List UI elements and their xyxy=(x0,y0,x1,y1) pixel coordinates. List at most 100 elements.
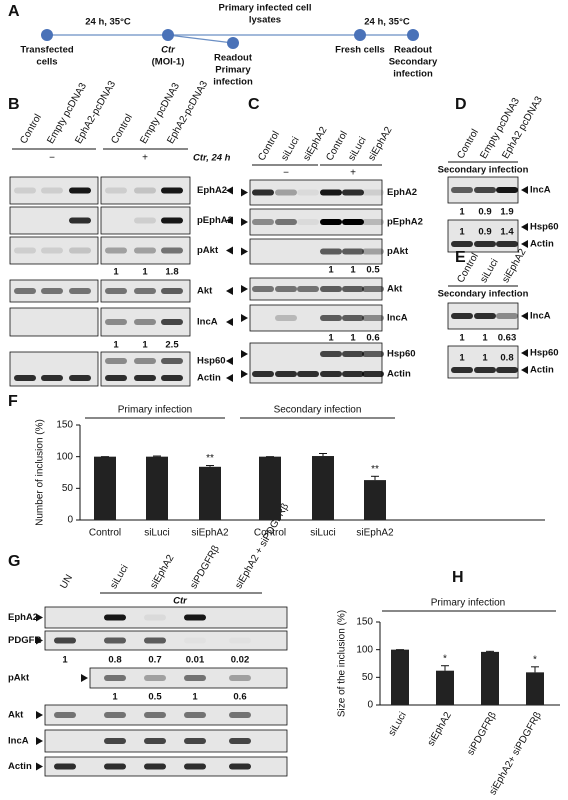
treatment: Ctr, 24 h xyxy=(193,153,231,164)
band xyxy=(144,614,166,621)
band xyxy=(134,288,156,294)
arrowhead xyxy=(81,674,88,682)
arrowhead xyxy=(226,186,233,195)
band xyxy=(362,351,384,357)
arrowhead xyxy=(36,762,43,771)
y-tick-label: 50 xyxy=(62,483,74,494)
band xyxy=(252,286,274,292)
band xyxy=(362,286,384,292)
x-tick-label: siLuci xyxy=(144,528,170,539)
band xyxy=(144,712,166,718)
quantification: 0.8 xyxy=(500,353,513,364)
quantification: 1.4 xyxy=(500,227,514,238)
arrowhead xyxy=(226,246,233,255)
y-tick-label: 0 xyxy=(367,700,373,711)
y-tick-label: 50 xyxy=(362,672,374,683)
step-label: Transfected xyxy=(20,45,74,56)
arrowhead xyxy=(36,711,43,719)
band xyxy=(320,371,342,377)
quantification: 1 xyxy=(459,333,465,344)
band xyxy=(496,187,518,193)
band xyxy=(451,367,473,373)
timepoint xyxy=(227,37,239,49)
band xyxy=(69,187,91,194)
band xyxy=(229,763,251,770)
band xyxy=(161,358,183,364)
quantification: 0.9 xyxy=(478,207,491,218)
row-label: pAkt xyxy=(197,245,219,256)
band xyxy=(104,763,126,770)
y-tick-label: 0 xyxy=(67,515,73,526)
quantification: 1 xyxy=(112,692,118,703)
band xyxy=(275,286,297,292)
bar xyxy=(199,466,221,520)
band xyxy=(134,358,156,364)
band xyxy=(14,375,36,381)
header: Secondary infection xyxy=(438,165,529,176)
row-label: Hsp60 xyxy=(530,348,559,359)
treatment: Ctr xyxy=(173,596,188,607)
band xyxy=(54,637,76,644)
arrowhead xyxy=(521,349,528,357)
bar xyxy=(526,672,544,705)
band xyxy=(54,712,76,718)
band xyxy=(104,637,126,644)
step-label: 24 h, 35°C xyxy=(85,17,131,28)
band xyxy=(41,187,63,194)
band xyxy=(342,371,364,377)
band xyxy=(69,247,91,254)
band xyxy=(41,288,63,294)
row-label: Hsp60 xyxy=(530,222,559,233)
band xyxy=(451,241,473,247)
quantification: 0.6 xyxy=(366,333,379,344)
condition: − xyxy=(49,153,55,164)
quantification: 0.63 xyxy=(498,333,517,344)
row-label: pEphA2 xyxy=(387,217,423,228)
quantification: 1 xyxy=(328,265,334,276)
row-label: Akt xyxy=(387,284,403,295)
row-label: pEphA2 xyxy=(197,215,233,226)
quantification: 1 xyxy=(113,267,119,278)
blot xyxy=(9,307,99,337)
x-tick-label: siPDGFRβ xyxy=(465,710,499,757)
header: Secondary infection xyxy=(438,289,529,300)
band xyxy=(229,675,251,681)
arrowhead xyxy=(226,318,233,326)
row-label: Actin xyxy=(8,761,32,772)
band xyxy=(14,187,36,194)
panel-letter: A xyxy=(8,3,20,20)
column-label: siPDGFRβ xyxy=(188,544,222,591)
column-label: siEphA2 xyxy=(500,247,528,285)
band xyxy=(297,371,319,377)
band xyxy=(104,738,126,744)
row-label: Actin xyxy=(197,373,221,384)
arrowhead xyxy=(226,216,233,225)
arrowhead xyxy=(241,350,248,358)
panel-letter: H xyxy=(452,569,464,586)
quantification: 2.5 xyxy=(165,340,179,351)
quantification: 1 xyxy=(192,692,198,703)
band xyxy=(320,286,342,292)
significance: * xyxy=(443,653,447,664)
quantification: 0.01 xyxy=(186,655,205,666)
row-label: IncA xyxy=(530,185,551,196)
band xyxy=(342,315,364,321)
arrowhead xyxy=(521,366,528,374)
blot xyxy=(9,236,99,265)
row-label: pAkt xyxy=(8,673,30,684)
quantification: 1 xyxy=(113,340,119,351)
band xyxy=(275,189,297,196)
condition: + xyxy=(142,153,148,164)
band xyxy=(451,187,473,193)
quantification: 1 xyxy=(459,227,465,238)
arrowhead xyxy=(521,312,528,320)
x-tick-label: siLuci xyxy=(310,528,336,539)
band xyxy=(362,219,384,225)
band xyxy=(342,189,364,196)
band xyxy=(496,367,518,373)
band xyxy=(41,247,63,254)
bar xyxy=(481,651,499,705)
column-label: Control xyxy=(256,129,282,162)
row-label: Actin xyxy=(530,365,554,376)
row-label: IncA xyxy=(8,736,29,747)
